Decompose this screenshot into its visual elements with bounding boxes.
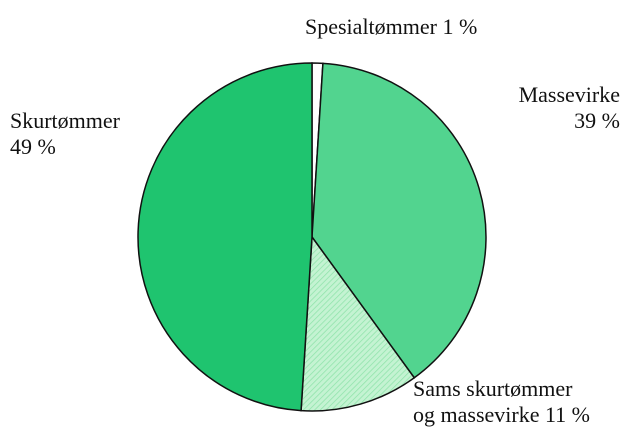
slice-label: Skurtømmer 49 % [10, 108, 120, 160]
pie-slice [300, 234, 416, 412]
slice-label: Spesialtømmer 1 % [305, 14, 477, 40]
value-label: 1 % [442, 14, 478, 39]
slice-label: Sams skurtømmer og massevirke 11 % [413, 376, 590, 428]
pie-slice [137, 62, 313, 412]
category-label: Spesialtømmer [305, 14, 437, 39]
category-label: Massevirke [518, 82, 620, 107]
category-label: Sams skurtømmer og massevirke [413, 376, 573, 427]
slice-label: Massevirke 39 % [470, 82, 620, 134]
value-label: 39 % [574, 108, 620, 133]
pie-slice [311, 62, 487, 379]
value-label: 11 % [544, 402, 590, 427]
value-label: 49 % [10, 134, 56, 159]
category-label: Skurtømmer [10, 108, 120, 133]
